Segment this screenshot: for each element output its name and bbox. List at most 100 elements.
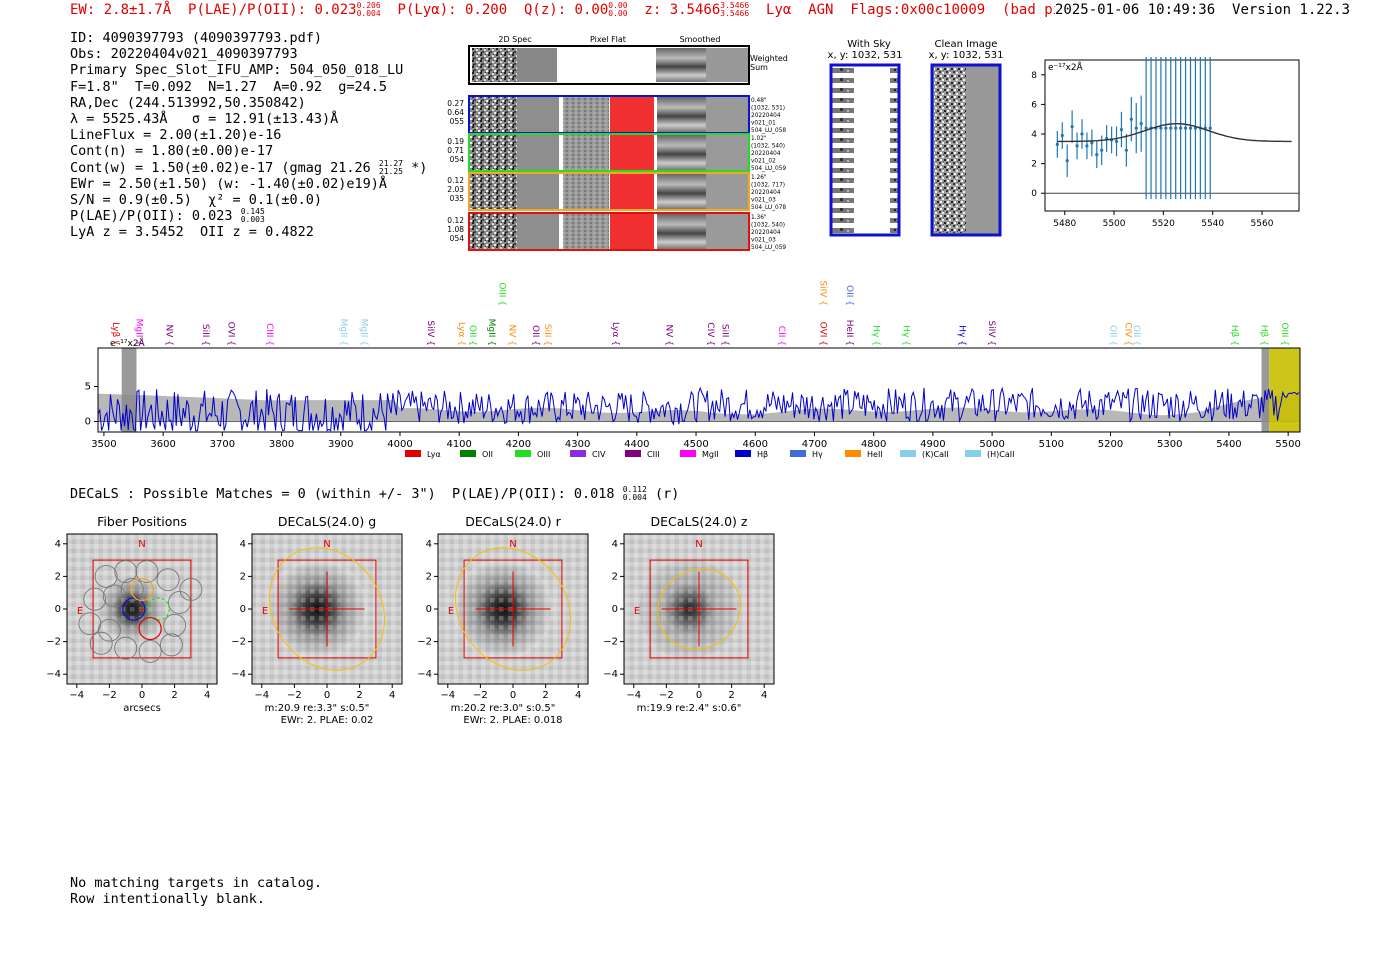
panel-ytick: 0 (612, 604, 618, 615)
spectrum-xtick-label: 3500 (91, 439, 116, 450)
panel-ytick: −4 (46, 669, 61, 680)
panel-ytick: −2 (417, 637, 432, 648)
full-spectrum-chart: 3500 3600 3700 3800 3900 4000 4100 4200 4300 4400… (85, 280, 1301, 459)
east-label: E (448, 606, 454, 617)
emission-line-label: SiIV { (817, 280, 827, 306)
east-label: E (262, 606, 268, 617)
fiber-circle (138, 639, 162, 663)
spectrum-ylabel: e⁻¹⁷x2Å (110, 337, 146, 349)
spectrum-ytick-label: 0 (85, 417, 91, 428)
emission-line-label: Hγ { (871, 325, 881, 346)
legend-entry: OII (460, 450, 493, 459)
zoom-data-point (1139, 95, 1143, 152)
emission-line-label: NV { (507, 325, 517, 346)
with-sky-title: With Sky (847, 39, 891, 50)
cutout-row-border (468, 212, 750, 251)
svg-text:Lyα: Lyα (427, 450, 441, 459)
panel-xtick: −4 (440, 690, 455, 701)
z-bounds: 3.5466 3.5466 (720, 1, 750, 18)
sn-chi2: S/N = 0.9(±0.5) χ² = 0.1(±0.0) (70, 192, 322, 209)
panel-xtick: 2 (542, 690, 548, 701)
cutout-meta: 504_LU_059 (751, 166, 786, 172)
panel-xtick: 4 (389, 690, 395, 701)
panel-title: DECaLS(24.0) r (465, 514, 561, 529)
cutout-meta: v021_03 (751, 238, 776, 244)
zoom-data-point (1129, 97, 1133, 142)
fiber-circle (156, 568, 180, 592)
panel-xtick: −2 (287, 690, 302, 701)
emission-line-label: SiIV { (425, 320, 435, 346)
spectrum-xtick-label: 4500 (683, 439, 708, 450)
cutout-weight: 0.12 (447, 216, 464, 225)
panel-xtick: 2 (728, 690, 734, 701)
svg-text:HeII: HeII (867, 450, 883, 459)
imaging-panels: Fiber Positions N E + −4 −4 −2 −2 0 0 2 2 4 4 arcsecs D… (46, 514, 775, 726)
zoom-ytick-label: 4 (1031, 130, 1037, 140)
legend-entry: CIV (570, 450, 606, 459)
spectrum-axes (97, 347, 1301, 433)
emission-line-label: OIII { (1279, 322, 1289, 346)
svg-text:OIII: OIII (537, 450, 550, 459)
panel-xtick: 0 (139, 690, 145, 701)
panel-title: DECaLS(24.0) z (651, 514, 748, 529)
fiber-circle (83, 587, 107, 611)
zoom-data-point (1159, 57, 1163, 200)
primary-fiber: Primary Spec_Slot_IFU_AMP: 504_050_018_L… (70, 62, 404, 79)
zoom-xtick-label: 5500 (1103, 219, 1126, 229)
cutout-meta: (1032, 531) (751, 106, 785, 112)
legend-entry: Hγ (790, 450, 823, 459)
spectrum-xtick-label: 3800 (269, 439, 294, 450)
fiber-circle (159, 633, 183, 657)
spectrum-xtick-label: 3600 (150, 439, 175, 450)
emission-line-label: MgII { (338, 319, 348, 346)
zoom-data-point (1119, 111, 1124, 148)
panel-ytick: 4 (612, 539, 618, 550)
spectrum-xtick-label: 4100 (446, 439, 471, 450)
svg-text:(K)CaII: (K)CaII (922, 450, 949, 459)
obs-id: Obs: 20220404v021_4090397793 (70, 46, 298, 63)
aperture-box (92, 559, 192, 659)
ew-value: EW: 2.8±1.7Å (70, 2, 172, 18)
emission-line-label: OII { (467, 325, 477, 346)
zoom-data-point (1169, 57, 1173, 200)
clean-image (930, 63, 1002, 237)
emission-line-label: SiII { (542, 324, 552, 346)
zoom-data-point (1114, 126, 1119, 157)
zoom-xtick-label: 5480 (1053, 219, 1076, 229)
panel-ytick: 2 (612, 571, 618, 582)
emission-line-label: CII { (776, 326, 786, 346)
panel-xtick: −4 (626, 690, 641, 701)
panel-xtick: −2 (473, 690, 488, 701)
emission-line-label: OIII { (496, 282, 506, 306)
masked-region (1261, 348, 1270, 432)
aperture-box (649, 559, 749, 659)
plae-bounds: 0.206 0.004 (356, 1, 381, 18)
spectrum-xtick-label: 4200 (506, 439, 531, 450)
panel-ytick: −2 (46, 637, 61, 648)
plya-value: P(Lyα): 0.200 (397, 2, 508, 18)
plae-info: P(LAE)/P(OII): 0.023 0.145 0.003 (70, 207, 265, 225)
emission-line-label: CIII { (264, 323, 274, 346)
highlight-fiber (130, 577, 154, 602)
cutout-meta: 20220404 (751, 190, 781, 196)
north-label: N (323, 539, 330, 550)
legend-entry: Lyα (405, 450, 441, 459)
emission-line-label: Lyα { (610, 322, 620, 346)
ewr: EWr = 2.50(±1.50) (w: -1.40(±0.02)e19)Å (70, 175, 387, 192)
decals-summary: DECaLS : Possible Matches = 0 (within +/… (70, 485, 680, 503)
fiber-circle (114, 560, 138, 583)
emission-line-label: SiII { (200, 324, 210, 346)
spectrum-xtick-label: 4300 (565, 439, 590, 450)
panel-xtick: −2 (102, 690, 117, 701)
highlight-fiber (122, 597, 146, 621)
zoom-data-point (1095, 141, 1099, 169)
panel-caption-2: EWr: 2. PLAE: 0.018 (463, 715, 562, 726)
legend-entry: (K)CaII (900, 450, 949, 459)
cutout-meta: 504_LU_058 (751, 128, 786, 134)
sum-label: Sum (750, 63, 768, 72)
north-label: N (509, 539, 516, 550)
noise-envelope (98, 392, 1300, 422)
detect-id: ID: 4090397793 (4090397793.pdf) (70, 30, 322, 46)
